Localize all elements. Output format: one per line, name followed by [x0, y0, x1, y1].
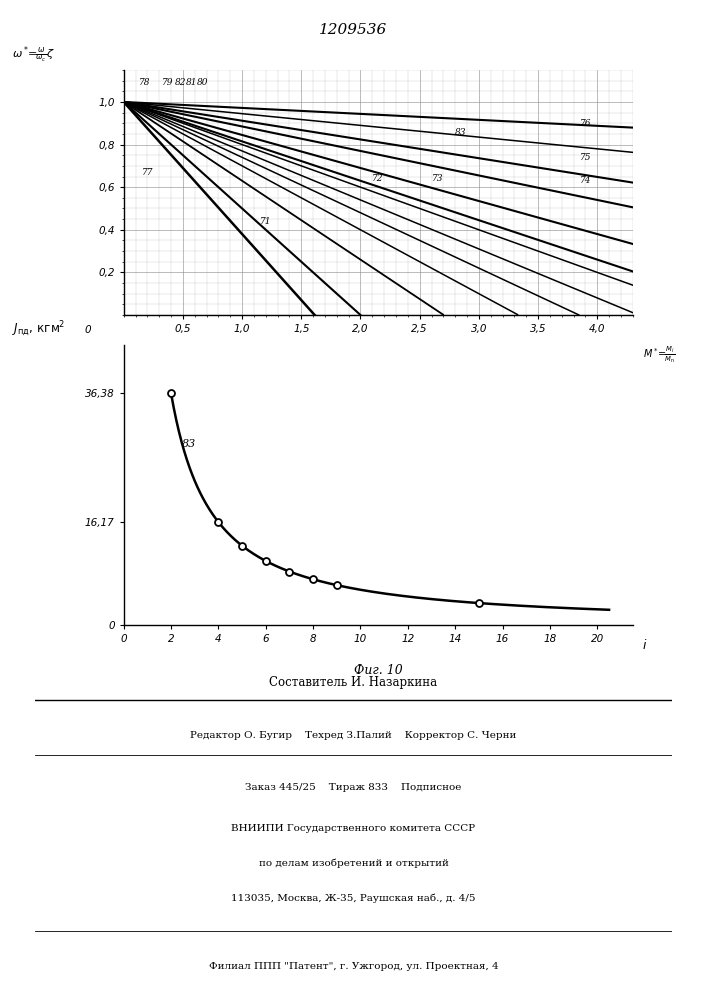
Text: 113035, Москва, Ж-35, Раушская наб., д. 4/5: 113035, Москва, Ж-35, Раушская наб., д. …: [231, 893, 476, 903]
Text: Фиг. 10: Фиг. 10: [354, 664, 402, 677]
Text: 76: 76: [580, 119, 591, 128]
Text: Редактор О. Бугир    Техред З.Палий    Корректор С. Черни: Редактор О. Бугир Техред З.Палий Коррект…: [190, 731, 517, 740]
Text: 0: 0: [85, 325, 91, 335]
Text: по делам изобретений и открытий: по делам изобретений и открытий: [259, 859, 448, 868]
Text: 79: 79: [162, 78, 173, 87]
Text: $M^*\!\!=\!\!\frac{M_i}{M_{\rm n}}$: $M^*\!\!=\!\!\frac{M_i}{M_{\rm n}}$: [643, 344, 675, 365]
Text: Заказ 445/25    Тираж 833    Подписное: Заказ 445/25 Тираж 833 Подписное: [245, 783, 462, 792]
Text: 82: 82: [175, 78, 187, 87]
Text: $\omega^*\!\!=\!\!\frac{\omega}{\omega_c}\zeta$: $\omega^*\!\!=\!\!\frac{\omega}{\omega_c…: [12, 44, 55, 65]
Text: 72: 72: [373, 174, 384, 183]
Text: 77: 77: [142, 168, 153, 177]
Text: 75: 75: [580, 153, 591, 162]
Text: Составитель И. Назаркина: Составитель И. Назаркина: [269, 676, 438, 689]
Text: 73: 73: [431, 174, 443, 183]
Text: Фиг. 9: Фиг. 9: [358, 364, 399, 377]
Text: Филиал ППП "Патент", г. Ужгород, ул. Проектная, 4: Филиал ППП "Патент", г. Ужгород, ул. Про…: [209, 962, 498, 971]
Text: i: i: [643, 639, 646, 652]
Text: 74: 74: [580, 176, 591, 185]
Text: 81: 81: [185, 78, 197, 87]
Text: 78: 78: [139, 78, 151, 87]
Text: $J_{\rm пд},\,\rm кгм^2$: $J_{\rm пд},\,\rm кгм^2$: [12, 320, 65, 339]
Text: 71: 71: [260, 217, 271, 226]
Text: 83: 83: [182, 439, 196, 449]
Text: 80: 80: [197, 78, 209, 87]
Text: 1209536: 1209536: [320, 23, 387, 37]
Text: ВНИИПИ Государственного комитета СССР: ВНИИПИ Государственного комитета СССР: [231, 824, 476, 833]
Text: 83: 83: [455, 128, 467, 137]
